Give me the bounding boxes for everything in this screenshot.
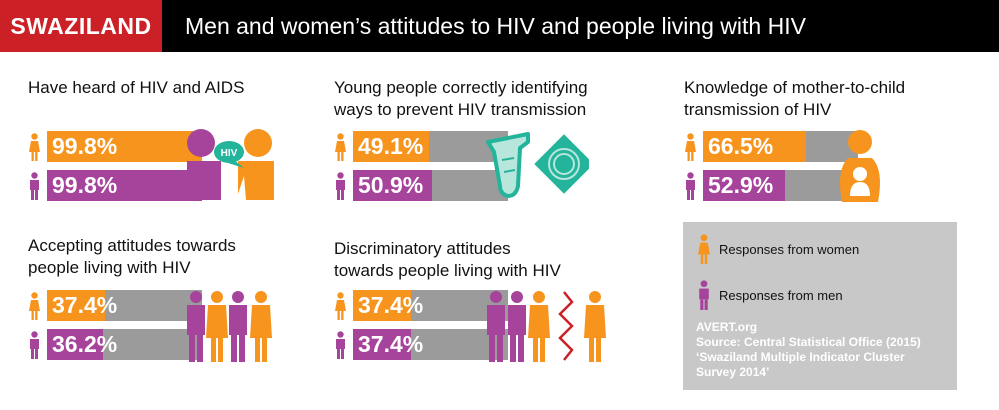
data-label: 49.1% bbox=[358, 133, 424, 159]
bar-women bbox=[47, 131, 202, 162]
data-label: 37.4% bbox=[358, 331, 424, 357]
bar-men bbox=[47, 170, 202, 201]
data-label: 37.4% bbox=[52, 292, 118, 318]
woman-icon bbox=[335, 292, 346, 320]
condom-icon bbox=[486, 132, 589, 198]
section-title-line: Accepting attitudes towards bbox=[28, 236, 236, 255]
legend-label-women: Responses from women bbox=[719, 242, 860, 257]
data-label: 37.4% bbox=[358, 292, 424, 318]
section-title-line: Have heard of HIV and AIDS bbox=[28, 78, 245, 97]
man-icon bbox=[336, 331, 345, 359]
woman-icon bbox=[29, 292, 40, 320]
source-line: Source: Central Statistical Office (2015… bbox=[696, 335, 921, 349]
man-icon bbox=[30, 172, 39, 200]
woman-icon bbox=[29, 133, 40, 161]
section-title-young: Young people correctly identifying ways … bbox=[334, 77, 588, 121]
legend-label-men: Responses from men bbox=[719, 288, 843, 303]
section-title-line: Young people correctly identifying bbox=[334, 78, 588, 97]
source-line: Survey 2014’ bbox=[696, 365, 770, 379]
discrimination-icon bbox=[487, 291, 606, 362]
section-title-accept: Accepting attitudes towards people livin… bbox=[28, 235, 236, 279]
bar-men bbox=[353, 329, 411, 360]
bar-women bbox=[353, 290, 411, 321]
woman-icon bbox=[698, 234, 710, 264]
country-label: SWAZILAND bbox=[0, 0, 162, 52]
source-line: AVERT.org bbox=[696, 320, 758, 334]
data-label: 66.5% bbox=[708, 133, 774, 159]
man-icon bbox=[699, 280, 709, 310]
legend-box: Responses from women Responses from men … bbox=[683, 222, 957, 390]
data-label: 99.8% bbox=[52, 172, 118, 198]
bar-women bbox=[47, 290, 105, 321]
bar-men bbox=[703, 170, 785, 201]
section-title-heard: Have heard of HIV and AIDS bbox=[28, 77, 244, 99]
section-title-line: transmission of HIV bbox=[684, 100, 832, 119]
data-label: 99.8% bbox=[52, 133, 118, 159]
bar-men bbox=[353, 170, 432, 201]
section-title-line: Knowledge of mother-to-child bbox=[684, 78, 906, 97]
header-bar: SWAZILAND Men and women’s attitudes to H… bbox=[0, 0, 999, 52]
bubble-label: HIV bbox=[221, 148, 238, 159]
man-icon bbox=[686, 172, 695, 200]
man-icon bbox=[30, 331, 39, 359]
section-title-mtct: Knowledge of mother-to-child transmissio… bbox=[684, 77, 905, 121]
data-label: 36.2% bbox=[52, 331, 118, 357]
section-title-line: Discriminatory attitudes bbox=[334, 239, 511, 258]
source-note: AVERT.org Source: Central Statistical Of… bbox=[696, 320, 946, 380]
bar-women bbox=[703, 131, 806, 162]
section-title-line: ways to prevent HIV transmission bbox=[334, 100, 587, 119]
source-line: ‘Swaziland Multiple Indicator Cluster bbox=[696, 350, 905, 364]
page-title: Men and women’s attitudes to HIV and peo… bbox=[185, 13, 806, 39]
bar-women bbox=[353, 131, 429, 162]
conversation-icon: HIV bbox=[187, 129, 274, 200]
section-title-discrim: Discriminatory attitudes towards people … bbox=[334, 238, 561, 282]
data-label: 50.9% bbox=[358, 172, 424, 198]
people-group-icon bbox=[187, 291, 272, 362]
mother-child-icon bbox=[840, 130, 880, 202]
section-title-line: people living with HIV bbox=[28, 258, 191, 277]
data-label: 52.9% bbox=[708, 172, 774, 198]
woman-icon bbox=[335, 133, 346, 161]
man-icon bbox=[336, 172, 345, 200]
woman-icon bbox=[685, 133, 696, 161]
bar-men bbox=[47, 329, 103, 360]
section-title-line: towards people living with HIV bbox=[334, 261, 561, 280]
